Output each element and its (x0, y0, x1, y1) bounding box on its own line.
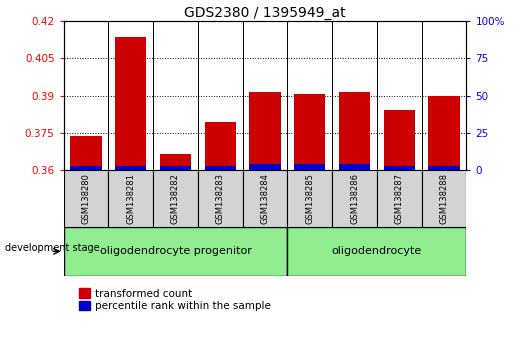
Bar (243, 170, 287, 227)
Bar (115, 37, 146, 170)
Legend: transformed count, percentile rank within the sample: transformed count, percentile rank withi… (80, 289, 271, 311)
Text: GSM138284: GSM138284 (261, 173, 269, 224)
Bar (287, 170, 332, 227)
Title: GDS2380 / 1395949_at: GDS2380 / 1395949_at (184, 6, 346, 20)
Bar (115, 166, 146, 170)
Bar (64, 170, 108, 227)
Text: GSM138286: GSM138286 (350, 173, 359, 224)
Text: oligodendrocyte: oligodendrocyte (332, 246, 422, 256)
Bar (64, 227, 287, 276)
Text: GSM138281: GSM138281 (126, 173, 135, 224)
Bar (160, 154, 191, 170)
Bar (377, 170, 422, 227)
Bar (428, 96, 460, 170)
Text: development stage: development stage (5, 243, 100, 253)
Bar (339, 92, 370, 170)
Text: oligodendrocyte progenitor: oligodendrocyte progenitor (100, 246, 251, 256)
Bar (287, 227, 466, 276)
Bar (294, 164, 325, 170)
Bar (160, 166, 191, 170)
Bar (108, 170, 153, 227)
Bar (249, 92, 281, 170)
Text: GSM138287: GSM138287 (395, 173, 404, 224)
Bar (70, 136, 102, 170)
Bar (70, 166, 102, 170)
Bar (332, 170, 377, 227)
Bar (384, 110, 415, 170)
Bar (339, 164, 370, 170)
Text: GSM138280: GSM138280 (82, 173, 91, 224)
Bar (205, 121, 236, 170)
Text: GSM138283: GSM138283 (216, 173, 225, 224)
Bar (384, 166, 415, 170)
Bar (205, 166, 236, 170)
Text: GSM138282: GSM138282 (171, 173, 180, 224)
Bar (153, 170, 198, 227)
Text: GSM138288: GSM138288 (439, 173, 448, 224)
Bar (428, 166, 460, 170)
Bar (294, 94, 325, 170)
Bar (249, 164, 281, 170)
Bar (422, 170, 466, 227)
Bar (198, 170, 243, 227)
Text: GSM138285: GSM138285 (305, 173, 314, 224)
